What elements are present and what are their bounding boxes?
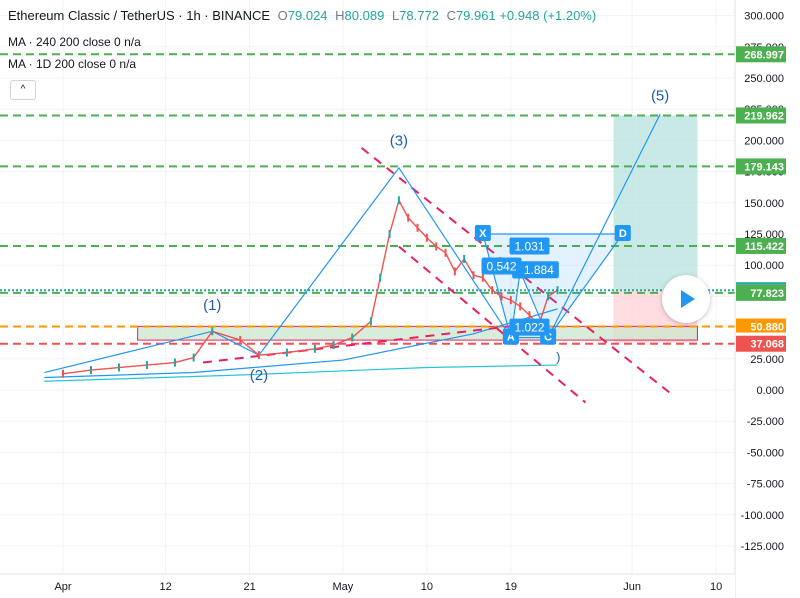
change-value: +0.948 (+1.20%) [499, 8, 597, 23]
x-tick-label: 12 [160, 581, 172, 593]
time-axis-bg [0, 574, 735, 598]
low-label: L [391, 8, 400, 23]
x-tick-label: 21 [243, 581, 255, 593]
y-tick-label: -50.000 [747, 447, 784, 459]
ratio-label: 1.031 [514, 239, 544, 253]
open-label: O [277, 8, 288, 23]
ma-line [44, 308, 558, 379]
pattern-point-badge [474, 225, 491, 241]
ratio-badge [518, 261, 559, 279]
level-badge [736, 107, 786, 124]
harmonic-pattern [482, 233, 624, 339]
ratio-badge [509, 237, 550, 255]
y-tick-label: 25.000 [750, 354, 784, 366]
level-label: 179.143 [744, 161, 784, 173]
level-badge [736, 237, 786, 254]
level-label: 37.068 [750, 339, 784, 351]
wave-label: (2) [250, 367, 268, 384]
ma-label: MA · 1D 200 close 0 [8, 57, 117, 71]
price-line [62, 199, 558, 375]
ma-value: n/a [119, 57, 137, 71]
symbol-title[interactable]: Ethereum Classic / TetherUS · 1h · BINAN… [8, 8, 271, 23]
level-badge [736, 318, 786, 335]
x-tick-label: 19 [505, 581, 517, 593]
wave-label: (1) [203, 297, 221, 314]
y-tick-label: -125.000 [741, 541, 784, 553]
y-tick-label: 100.000 [744, 260, 784, 272]
ma-label: MA · 240 200 close 0 [8, 35, 121, 49]
y-tick-label: 150.000 [744, 198, 784, 210]
x-tick-label: Jun [623, 581, 641, 593]
y-tick-label: 0.000 [756, 385, 784, 397]
y-tick-label: -25.000 [747, 416, 784, 428]
close-label: C [446, 8, 456, 23]
level-badge [736, 284, 786, 301]
level-label: 219.962 [744, 110, 784, 122]
wave-label: (3) [390, 132, 408, 149]
pattern-point-label: A [507, 332, 515, 344]
pattern-point-label: C [544, 332, 552, 344]
level-badge [736, 158, 786, 175]
zone-target [613, 115, 698, 291]
play-button[interactable] [662, 275, 710, 323]
y-tick-label: -75.000 [747, 479, 784, 491]
play-icon [681, 290, 695, 308]
high-label: H [335, 8, 345, 23]
ratio-label: 1.022 [514, 321, 544, 335]
x-tick-label: 10 [710, 581, 722, 593]
y-tick-label: 300.000 [744, 11, 784, 23]
ma-value: n/a [124, 35, 141, 49]
partial-glyph: ) [556, 350, 560, 365]
x-tick-label: Apr [54, 581, 71, 593]
low-value: 78.772 [399, 8, 439, 23]
level-label: 115.422 [745, 241, 784, 253]
level-badge [736, 46, 786, 63]
y-tick-label: -100.000 [741, 510, 784, 522]
ratio-label: 1.884 [524, 263, 554, 277]
trend-line [202, 324, 521, 364]
ma-line [44, 364, 558, 382]
open-value: 79.024 [287, 8, 328, 23]
close-value: 79.961 [455, 8, 496, 23]
ma-legend-2[interactable]: MA · 1D 200 close 0 n/a [8, 57, 136, 71]
high-value: 80.089 [344, 8, 385, 23]
ma-legend-1[interactable]: MA · 240 200 close 0 n/a [8, 35, 141, 49]
pattern-point-label: D [619, 228, 627, 240]
y-tick-label: 200.000 [744, 135, 784, 147]
level-label: 50.880 [750, 322, 784, 334]
level-label: 77.823 [750, 288, 784, 300]
symbol-legend: Ethereum Classic / TetherUS · 1h · BINAN… [8, 8, 596, 23]
ratio-badge [481, 257, 522, 275]
collapse-legend-button[interactable]: ^ [10, 80, 36, 100]
wave-label: (5) [651, 87, 669, 104]
level-label: 268.997 [744, 49, 784, 61]
ratio-badge [509, 318, 550, 336]
level-badge [736, 335, 786, 352]
x-tick-label: May [333, 581, 354, 593]
y-tick-label: 250.000 [744, 73, 784, 85]
pattern-point-badge [614, 225, 631, 241]
pattern-point-label: X [479, 228, 487, 240]
ratio-label: 0.542 [486, 259, 516, 273]
trend-line [398, 245, 587, 404]
x-tick-label: 10 [421, 581, 433, 593]
